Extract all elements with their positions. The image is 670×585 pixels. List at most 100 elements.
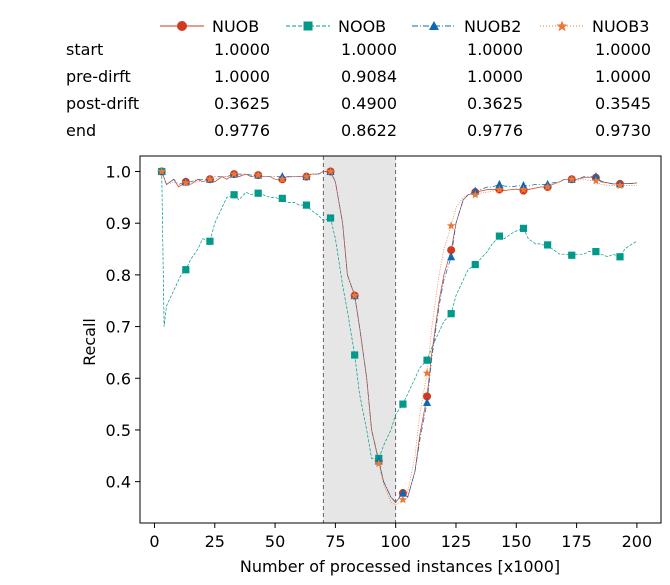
y-tick-label: 0.7 [106, 318, 131, 337]
legend-swatch-nuob [160, 21, 204, 31]
stats-cell: 0.3625 [214, 94, 270, 113]
marker-noob [544, 241, 552, 249]
stats-row-label: start [66, 40, 104, 59]
marker-noob [447, 310, 455, 318]
stats-cell: 1.0000 [467, 40, 523, 59]
stats-row-post-drift: post-drift 0.3625 0.4900 0.3625 0.3545 [0, 94, 670, 120]
x-tick-label: 25 [205, 532, 225, 551]
marker-nuob2 [519, 180, 528, 189]
marker-nuob3 [374, 459, 384, 468]
marker-nuob3 [157, 167, 166, 176]
y-tick-label: 0.5 [106, 421, 131, 440]
stats-cell: 0.3625 [467, 94, 523, 113]
marker-nuob2 [591, 172, 600, 181]
stats-row-label: end [66, 121, 97, 140]
legend: NUOB NOOB NUOB2 NUOB3 [160, 12, 670, 40]
x-tick-label: 0 [149, 532, 159, 551]
marker-nuob3 [615, 181, 625, 190]
marker-nuob2 [423, 398, 432, 407]
marker-noob [471, 260, 479, 269]
stats-cell: 1.0000 [467, 67, 523, 86]
y-tick-label: 0.9 [106, 214, 131, 233]
marker-nuob2 [398, 488, 407, 497]
legend-item-nuob2: NUOB2 [412, 12, 521, 40]
marker-noob [495, 232, 503, 240]
legend-label-noob: NOOB [338, 16, 387, 36]
marker-noob [254, 189, 262, 197]
legend-item-nuob: NUOB [160, 12, 259, 40]
marker-noob [519, 224, 528, 232]
marker-noob [351, 351, 359, 359]
marker-nuob3 [446, 221, 456, 230]
marker-nuob3 [278, 174, 287, 183]
stats-cell: 0.9776 [467, 121, 523, 140]
marker-nuob2 [495, 179, 504, 188]
y-tick-label: 0.4 [106, 473, 131, 492]
stats-row-pre-drift: pre-dirft 1.0000 0.9084 1.0000 1.0000 [0, 67, 670, 93]
marker-nuob3 [495, 185, 504, 194]
legend-label-nuob: NUOB [212, 16, 260, 36]
marker-noob [278, 194, 286, 202]
stats-table: start 1.0000 1.0000 1.0000 1.0000 pre-di… [0, 40, 670, 148]
x-tick-label: 75 [325, 532, 345, 551]
stats-cell: 0.9730 [595, 121, 651, 140]
marker-nuob3 [229, 169, 239, 178]
marker-nuob3 [543, 182, 552, 191]
marker-nuob3 [181, 178, 191, 187]
x-tick-label: 150 [501, 532, 532, 551]
y-tick-label: 1.0 [106, 163, 131, 182]
marker-noob [423, 356, 431, 364]
marker-noob [230, 191, 238, 199]
marker-nuob3 [205, 174, 215, 183]
stats-cell: 0.8622 [341, 121, 397, 140]
marker-nuob3 [326, 167, 335, 176]
marker-nuob3 [350, 291, 359, 300]
stats-cell: 0.9084 [341, 67, 397, 86]
marker-nuob3 [591, 176, 601, 185]
stats-row-end: end 0.9776 0.8622 0.9776 0.9730 [0, 121, 670, 147]
marker-nuob3 [422, 368, 432, 377]
stats-row-label: post-drift [66, 94, 140, 113]
series-line-nuob [161, 171, 637, 503]
marker-nuob3 [253, 170, 263, 179]
marker-noob [616, 253, 624, 261]
series-line-noob [161, 171, 638, 459]
stats-cell: 1.0000 [214, 40, 270, 59]
series-line-nuob2 [161, 171, 637, 503]
legend-label-nuob3: NUOB3 [592, 16, 650, 36]
legend-swatch-nuob2 [412, 21, 456, 30]
marker-noob [592, 248, 600, 256]
stats-cell: 0.4900 [341, 94, 397, 113]
y-tick-label: 0.6 [106, 369, 131, 388]
y-axis-label: Recall [80, 318, 99, 366]
stats-cell: 0.9776 [214, 121, 270, 140]
legend-swatch-nuob3 [540, 20, 584, 32]
stats-row-start: start 1.0000 1.0000 1.0000 1.0000 [0, 40, 670, 66]
stats-cell: 0.3545 [595, 94, 651, 113]
legend-swatch-noob [286, 21, 330, 31]
marker-noob [182, 266, 190, 274]
y-tick-label: 0.8 [106, 266, 131, 285]
stats-cell: 1.0000 [595, 40, 651, 59]
marker-noob [206, 237, 214, 245]
drift-region [323, 156, 396, 523]
marker-nuob3 [471, 190, 480, 199]
legend-item-nuob3: NUOB3 [540, 12, 649, 40]
stats-row-label: pre-dirft [66, 67, 131, 86]
x-tick-label: 50 [265, 532, 285, 551]
legend-item-noob: NOOB [286, 12, 386, 40]
marker-nuob3 [519, 185, 528, 194]
marker-noob [399, 400, 407, 408]
marker-nuob3 [567, 174, 576, 183]
x-axis-label: Number of processed instances [x1000] [240, 557, 560, 576]
marker-nuob [423, 392, 432, 401]
marker-nuob [447, 246, 456, 255]
x-tick-label: 175 [561, 532, 592, 551]
marker-nuob2 [447, 252, 456, 261]
marker-noob [302, 201, 311, 209]
marker-nuob3 [302, 172, 311, 181]
marker-noob [568, 251, 576, 259]
series-line-nuob3 [161, 171, 637, 506]
stats-cell: 1.0000 [214, 67, 270, 86]
